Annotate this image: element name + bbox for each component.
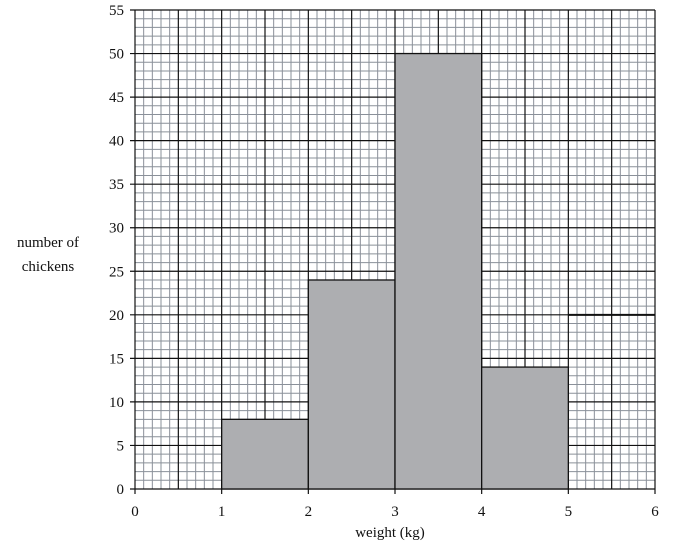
x-axis-label: weight (kg) [355, 525, 425, 541]
y-tick-label: 25 [109, 264, 124, 280]
x-tick-label: 4 [478, 504, 486, 520]
x-tick-labels: 0 1 2 3 4 5 6 [131, 504, 659, 520]
y-tick-label: 10 [109, 395, 124, 411]
y-tick-label: 55 [109, 3, 124, 19]
x-tick-label: 1 [218, 504, 226, 520]
y-tick-label: 15 [109, 351, 124, 367]
y-tick-labels: 0 5 10 15 20 25 30 35 40 45 50 55 [109, 3, 124, 498]
histogram-bar [394, 52, 483, 490]
x-tick-label: 0 [131, 504, 139, 520]
x-tick-label: 6 [651, 504, 659, 520]
y-tick-label: 5 [117, 438, 125, 454]
y-tick-label: 30 [109, 221, 124, 237]
x-tick-label: 3 [391, 504, 399, 520]
y-axis-label-line1: number of [17, 235, 79, 251]
histogram-bar [307, 279, 396, 490]
y-tick-label: 50 [109, 47, 124, 63]
histogram-bar [481, 366, 569, 490]
x-tick-label: 2 [305, 504, 313, 520]
y-tick-label: 45 [109, 90, 124, 106]
y-axis-label-line2: chickens [22, 259, 75, 275]
y-tick-label: 0 [117, 482, 125, 498]
bars [221, 52, 655, 490]
y-tick-label: 20 [109, 308, 124, 324]
x-tick-label: 5 [565, 504, 573, 520]
y-tick-label: 40 [109, 134, 124, 150]
histogram-bar [221, 418, 309, 490]
y-tick-label: 35 [109, 177, 124, 193]
